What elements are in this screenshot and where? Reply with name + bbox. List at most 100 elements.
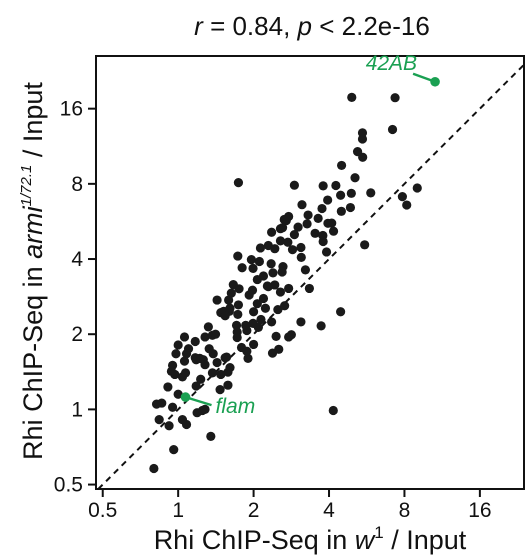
data-point xyxy=(263,282,273,292)
data-point xyxy=(169,445,179,455)
data-point xyxy=(275,287,286,297)
highlighted-points: 42AB flam xyxy=(180,52,440,418)
data-point xyxy=(212,357,222,368)
data-point xyxy=(224,295,234,305)
x-tick-label: 2 xyxy=(248,499,260,522)
data-point xyxy=(258,293,269,304)
data-point xyxy=(154,415,164,425)
x-axis-ticks: 0.5 1 2 4 8 16 xyxy=(88,489,492,522)
data-point xyxy=(267,348,278,358)
data-point xyxy=(347,92,357,103)
data-point xyxy=(180,368,191,378)
y-tick-label: 1 xyxy=(71,398,83,421)
data-point xyxy=(220,311,230,321)
data-point xyxy=(253,322,263,332)
chart-title: r = 0.84, p < 2.2e-16 xyxy=(194,11,430,41)
data-point xyxy=(200,404,210,414)
data-point xyxy=(190,336,200,347)
y-tick-label: 16 xyxy=(60,98,83,121)
data-point xyxy=(233,178,244,188)
data-point xyxy=(246,254,256,265)
data-point xyxy=(412,183,422,193)
data-point xyxy=(252,274,262,285)
data-point xyxy=(293,222,303,232)
y-tick-label: 2 xyxy=(71,323,83,346)
x-tick-label: 1 xyxy=(172,499,184,522)
data-point xyxy=(252,299,262,309)
data-point xyxy=(233,251,243,261)
data-point xyxy=(212,295,222,305)
data-point xyxy=(232,332,242,343)
data-point xyxy=(228,279,238,290)
data-point xyxy=(179,332,190,342)
data-point xyxy=(402,200,412,210)
data-point xyxy=(310,228,320,238)
data-point xyxy=(296,252,306,263)
x-tick-label: 16 xyxy=(468,499,491,522)
data-point xyxy=(345,202,356,213)
data-point xyxy=(191,381,201,391)
data-point xyxy=(327,218,337,228)
data-point xyxy=(267,317,277,327)
data-point xyxy=(231,320,242,330)
data-point xyxy=(204,344,214,354)
data-point xyxy=(336,307,346,317)
data-point xyxy=(173,389,183,399)
data-point xyxy=(164,421,174,431)
data-point xyxy=(207,368,218,378)
data-point xyxy=(302,219,312,229)
data-point xyxy=(287,245,298,255)
data-point xyxy=(171,349,181,359)
data-point xyxy=(163,382,173,392)
y-axis-title: Rhi ChIP-Seq in armi1/72.1 / Input xyxy=(18,82,48,460)
data-point xyxy=(313,213,323,223)
data-point xyxy=(328,405,338,416)
data-point xyxy=(296,317,306,327)
data-point xyxy=(273,304,283,315)
data-point xyxy=(166,366,177,376)
data-point xyxy=(297,200,307,210)
data-point xyxy=(244,290,254,300)
data-point xyxy=(223,367,233,377)
data-point xyxy=(296,242,306,253)
data-point xyxy=(223,380,233,390)
data-point xyxy=(266,259,276,269)
data-point xyxy=(321,247,332,257)
data-point xyxy=(271,331,281,341)
data-point xyxy=(267,227,277,237)
highlight-point-flam xyxy=(180,392,191,402)
data-point xyxy=(248,307,259,317)
diagonal-line xyxy=(97,63,525,490)
data-point xyxy=(323,195,333,205)
data-point xyxy=(317,203,327,214)
data-point xyxy=(167,402,178,412)
data-point xyxy=(318,181,328,191)
data-point xyxy=(248,263,258,273)
data-point xyxy=(300,265,311,275)
data-point xyxy=(284,283,294,294)
data-point xyxy=(206,431,216,441)
data-point xyxy=(241,320,251,330)
data-point xyxy=(151,399,162,409)
data-point xyxy=(366,188,376,198)
data-point xyxy=(260,303,271,313)
data-point xyxy=(331,180,341,191)
y-tick-label: 8 xyxy=(71,173,83,196)
data-point xyxy=(336,190,346,200)
data-point xyxy=(177,415,188,425)
data-point xyxy=(203,322,213,332)
data-point xyxy=(173,340,183,350)
x-tick-label: 4 xyxy=(323,499,335,522)
data-point xyxy=(336,206,346,216)
data-point xyxy=(318,236,328,247)
data-point xyxy=(221,352,232,362)
data-point xyxy=(233,300,244,310)
data-point xyxy=(350,173,360,183)
data-point xyxy=(328,226,339,236)
data-point xyxy=(149,463,159,474)
data-point xyxy=(397,192,407,202)
data-point xyxy=(336,160,347,171)
data-point xyxy=(179,356,190,366)
data-point xyxy=(360,240,370,250)
